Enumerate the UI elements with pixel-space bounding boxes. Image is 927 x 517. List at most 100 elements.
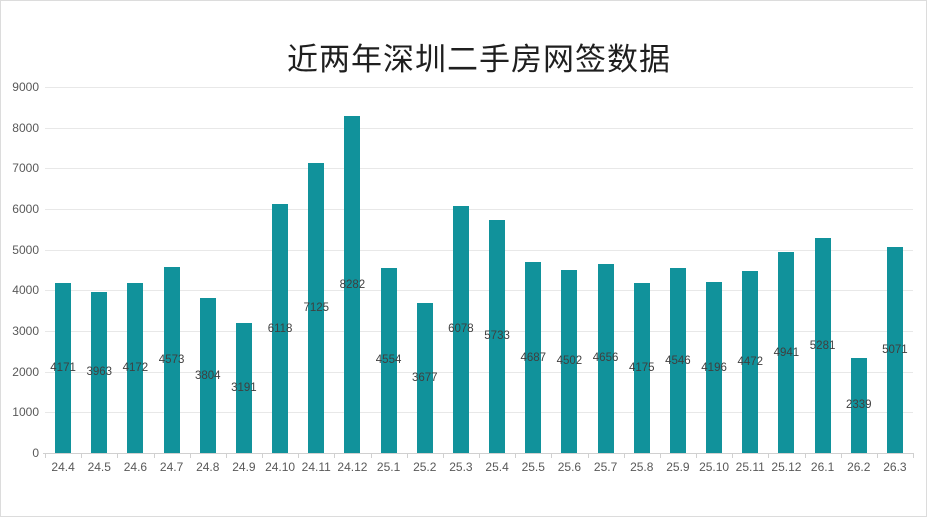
bar [452, 205, 469, 453]
bar [778, 252, 795, 453]
bar [597, 263, 614, 453]
y-axis-tick-label: 0 [32, 446, 39, 460]
x-axis-tick-label: 25.3 [449, 460, 473, 474]
y-axis-tick-label: 4000 [12, 283, 39, 298]
gridline [45, 249, 913, 251]
bar [91, 291, 108, 453]
x-axis-tick-label: 24.5 [87, 460, 111, 474]
x-axis-tick-mark [515, 453, 517, 458]
bar-value-label: 5733 [484, 330, 510, 343]
bar [525, 262, 542, 453]
x-axis-tick-label: 25.12 [771, 460, 802, 474]
x-axis-tick-mark [804, 453, 806, 458]
x-axis-tick-label: 25.5 [521, 460, 545, 474]
x-axis-tick-mark [913, 453, 914, 458]
x-axis-line [43, 453, 913, 454]
bar [308, 163, 325, 453]
bar-value-label: 4941 [773, 346, 800, 359]
bar-value-label: 4171 [50, 362, 76, 375]
x-axis-tick-mark [768, 453, 770, 458]
bar [163, 267, 180, 453]
x-axis-tick-label: 25.1 [376, 460, 401, 474]
x-axis-tick-label: 24.11 [301, 460, 331, 474]
bar-value-label: 4554 [375, 354, 402, 367]
y-axis-tick-label: 7000 [12, 161, 39, 176]
x-axis-tick-mark [45, 453, 46, 458]
x-axis-tick-mark [623, 453, 625, 458]
bar [814, 238, 831, 453]
x-axis-tick-label: 24.9 [232, 460, 256, 474]
bar [742, 271, 759, 453]
bar-value-label: 7125 [303, 302, 330, 315]
chart-title: 近两年深圳二手房网签数据 [287, 42, 671, 77]
x-axis-tick-label: 25.10 [699, 460, 730, 474]
bar-value-label: 6118 [267, 322, 293, 335]
x-axis-tick-mark [659, 453, 661, 458]
bar-value-label: 8282 [339, 278, 366, 291]
bar-value-label: 5281 [809, 339, 836, 352]
x-axis-tick-label: 25.6 [557, 460, 582, 474]
bar-value-label: 3191 [231, 382, 257, 395]
gridline [45, 412, 913, 414]
gridline [45, 290, 913, 292]
bar-value-label: 4502 [556, 355, 583, 368]
bar-value-label: 4175 [628, 362, 655, 375]
bar-value-label: 3963 [86, 366, 113, 379]
x-axis-tick-label: 26.2 [847, 460, 871, 474]
y-axis-tick-label: 5000 [12, 242, 39, 257]
x-axis-tick-mark [732, 453, 734, 458]
x-axis-tick-mark [840, 453, 842, 458]
x-axis-tick-mark [117, 453, 119, 458]
x-axis-tick-mark [479, 453, 480, 458]
bar-value-label: 3804 [194, 369, 221, 382]
x-axis-tick-mark [696, 453, 697, 458]
bar [416, 303, 433, 453]
x-axis-tick-label: 24.10 [265, 460, 296, 474]
gridline [45, 209, 913, 210]
bar-value-label: 4656 [592, 352, 619, 365]
x-axis-tick-mark [81, 453, 83, 458]
bar-value-label: 4573 [158, 354, 185, 367]
bar-value-label: 4172 [122, 362, 149, 375]
bar-value-label: 4546 [665, 354, 691, 367]
x-axis-tick-label: 26.1 [810, 460, 835, 474]
bar-value-label: 4687 [520, 351, 547, 364]
x-axis-tick-label: 24.8 [196, 460, 220, 474]
x-axis-tick-mark [406, 453, 408, 458]
x-axis-tick-label: 24.7 [159, 460, 184, 474]
x-axis-tick-label: 25.7 [593, 460, 618, 474]
gridline [45, 331, 913, 332]
x-axis-tick-label: 25.8 [630, 460, 654, 474]
y-axis-tick-label: 9000 [12, 80, 39, 94]
bar [55, 283, 72, 453]
x-axis-tick-label: 26.3 [883, 460, 907, 474]
x-axis-tick-mark [370, 453, 372, 458]
bar-value-label: 4472 [737, 356, 764, 369]
y-axis-tick-label: 6000 [12, 202, 39, 216]
x-axis-tick-label: 24.6 [123, 460, 148, 474]
bar-value-label: 2339 [845, 399, 872, 412]
bar [633, 283, 650, 453]
bar-value-label: 4196 [701, 361, 727, 374]
x-axis-tick-mark [153, 453, 155, 458]
x-axis-tick-label: 25.4 [485, 460, 509, 474]
bar [489, 219, 506, 453]
y-axis-tick-label: 1000 [12, 405, 39, 420]
gridline [45, 87, 913, 88]
x-axis-tick-label: 24.12 [337, 460, 368, 474]
bar [706, 282, 723, 453]
bar [272, 204, 289, 453]
bar [561, 269, 578, 453]
bar [380, 267, 397, 453]
bar [199, 298, 216, 453]
x-axis-tick-mark [334, 453, 336, 458]
x-axis-tick-mark [225, 453, 227, 458]
x-axis-tick-label: 25.2 [413, 460, 437, 474]
bar [344, 116, 361, 453]
x-axis-tick-mark [442, 453, 444, 458]
bar-value-label: 3677 [411, 372, 438, 385]
x-axis-tick-label: 25.9 [666, 460, 690, 474]
x-axis-tick-mark [551, 453, 553, 458]
x-axis-tick-mark [298, 453, 300, 458]
